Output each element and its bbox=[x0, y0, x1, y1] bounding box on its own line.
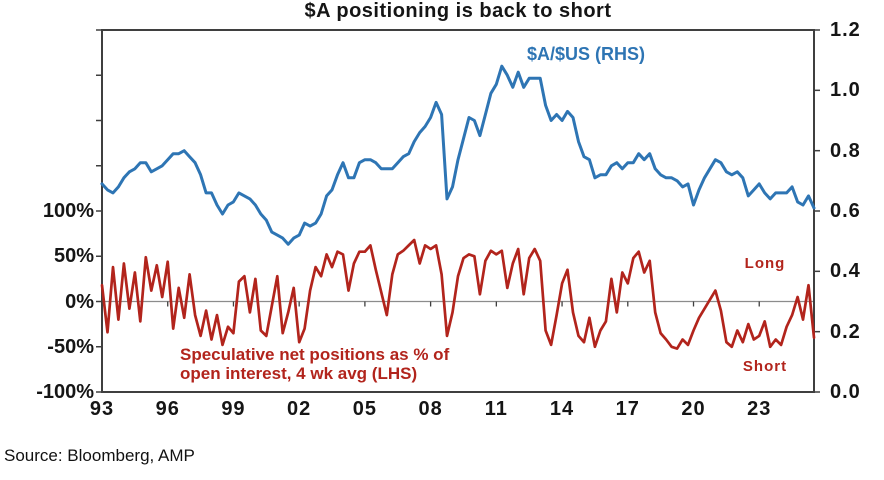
right-axis-label-0.2: 0.2 bbox=[830, 320, 861, 343]
plot-frame bbox=[101, 29, 815, 393]
left-axis-label-0%: 0% bbox=[65, 290, 94, 313]
x-axis-label-93: 93 bbox=[89, 398, 115, 420]
left-axis-label--100%: -100% bbox=[36, 381, 94, 403]
right-axis-label-0.0: 0.0 bbox=[830, 381, 861, 403]
right-axis-label-0.8: 0.8 bbox=[830, 139, 861, 162]
left-axis-label-100%: 100% bbox=[42, 200, 94, 222]
x-axis-label-17: 17 bbox=[615, 398, 640, 420]
left-axis-label-50%: 50% bbox=[53, 245, 94, 268]
red-series-note-line2: open interest, 4 wk avg (LHS) bbox=[180, 364, 418, 383]
x-axis-label-11: 11 bbox=[484, 398, 508, 420]
x-axis-label-02: 02 bbox=[287, 398, 312, 420]
blue-series-label: $A/$US (RHS) bbox=[527, 44, 646, 64]
source-text: Source: Bloomberg, AMP bbox=[4, 446, 195, 465]
net-positions-line bbox=[100, 238, 816, 350]
x-axis-label-05: 05 bbox=[352, 398, 378, 420]
red-series-note: Speculative net positions as % of open i… bbox=[180, 345, 580, 383]
x-axis-label-23: 23 bbox=[747, 398, 772, 420]
right-axis-label-1.0: 1.0 bbox=[830, 79, 861, 102]
red-series-note-line1: Speculative net positions as % of bbox=[180, 345, 450, 364]
right-axis-label-0.6: 0.6 bbox=[830, 200, 861, 222]
x-axis-label-08: 08 bbox=[418, 398, 443, 420]
x-axis-label-96: 96 bbox=[155, 398, 180, 420]
long-annotation: Long bbox=[744, 255, 786, 272]
x-axis-label-99: 99 bbox=[221, 398, 246, 420]
chart-title: $A positioning is back to short bbox=[304, 0, 612, 22]
short-annotation: Short bbox=[742, 358, 788, 375]
right-axis-label-1.2: 1.2 bbox=[830, 19, 861, 41]
aud-usd-line bbox=[100, 64, 816, 246]
x-axis-label-14: 14 bbox=[549, 398, 575, 420]
x-axis-label-20: 20 bbox=[681, 398, 706, 420]
right-axis-label-0.4: 0.4 bbox=[830, 260, 861, 283]
left-axis-label--50%: -50% bbox=[47, 335, 94, 358]
